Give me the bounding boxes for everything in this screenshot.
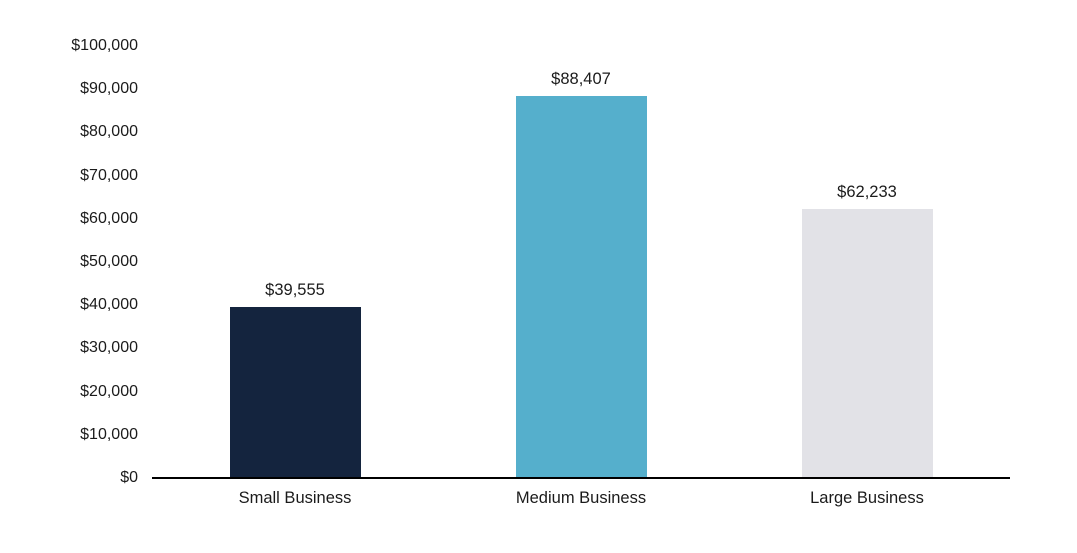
- y-tick-label: $100,000: [71, 37, 138, 54]
- y-tick-label: $40,000: [80, 296, 138, 314]
- y-tick-label: $60,000: [80, 209, 138, 227]
- bar-small-business: [229, 307, 361, 478]
- y-tick-label: $80,000: [80, 123, 138, 141]
- x-category-label-small-business: Small Business: [238, 489, 352, 507]
- bar-value-label-medium-business: $88,407: [551, 69, 611, 88]
- y-tick-label: $30,000: [80, 339, 138, 357]
- bar-value-label-small-business: $39,555: [265, 280, 325, 299]
- y-tick-label: $90,000: [80, 80, 138, 98]
- y-tick-label: $20,000: [80, 382, 138, 400]
- y-tick-label: $50,000: [80, 253, 138, 270]
- y-tick-label: $0: [120, 469, 138, 486]
- y-tick-label: $10,000: [80, 425, 138, 443]
- bar-medium-business: [515, 96, 647, 478]
- x-category-label-large-business: Large Business: [810, 489, 924, 507]
- x-axis-line: [152, 477, 1010, 479]
- bar-value-label-large-business: $62,233: [837, 182, 897, 201]
- bar-large-business: [801, 209, 933, 478]
- x-category-label-medium-business: Medium Business: [515, 489, 647, 507]
- y-tick-label: $70,000: [80, 166, 138, 184]
